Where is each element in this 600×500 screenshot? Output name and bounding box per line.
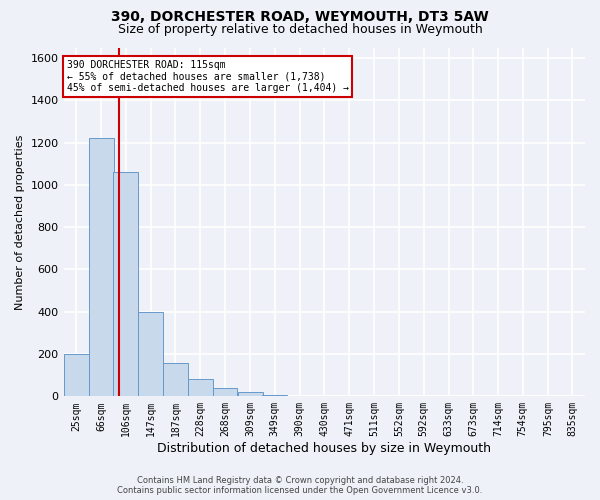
Bar — [163, 362, 188, 396]
Text: Contains HM Land Registry data © Crown copyright and database right 2024.
Contai: Contains HM Land Registry data © Crown c… — [118, 476, 482, 495]
Bar — [212, 388, 238, 396]
Bar — [113, 172, 138, 396]
Bar — [188, 380, 213, 396]
Bar — [139, 312, 163, 396]
Bar — [64, 354, 89, 397]
Text: Size of property relative to detached houses in Weymouth: Size of property relative to detached ho… — [118, 22, 482, 36]
Text: 390, DORCHESTER ROAD, WEYMOUTH, DT3 5AW: 390, DORCHESTER ROAD, WEYMOUTH, DT3 5AW — [111, 10, 489, 24]
Bar — [238, 392, 263, 396]
Y-axis label: Number of detached properties: Number of detached properties — [15, 134, 25, 310]
Text: 390 DORCHESTER ROAD: 115sqm
← 55% of detached houses are smaller (1,738)
45% of : 390 DORCHESTER ROAD: 115sqm ← 55% of det… — [67, 60, 349, 94]
X-axis label: Distribution of detached houses by size in Weymouth: Distribution of detached houses by size … — [157, 442, 491, 455]
Bar — [89, 138, 113, 396]
